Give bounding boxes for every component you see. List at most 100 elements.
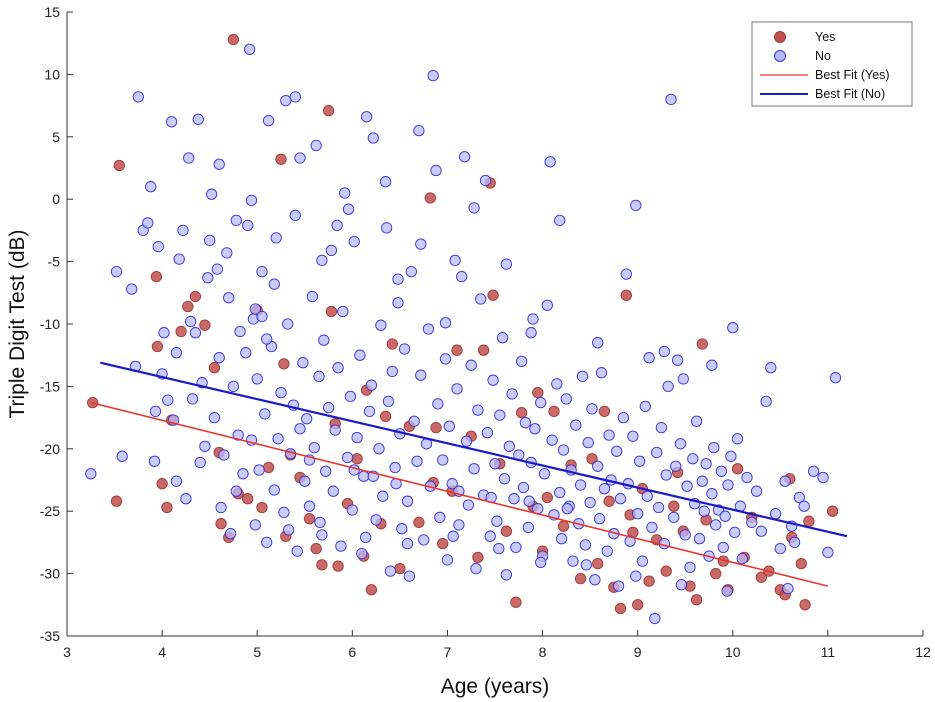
no-point bbox=[727, 322, 739, 334]
yes-point bbox=[598, 405, 611, 418]
yes-point bbox=[322, 104, 335, 117]
no-point bbox=[649, 612, 661, 625]
x-tick-label: 12 bbox=[915, 644, 931, 660]
no-point bbox=[708, 441, 720, 454]
no-point bbox=[430, 164, 442, 177]
no-point bbox=[170, 347, 183, 359]
no-point bbox=[641, 490, 653, 502]
yes-point bbox=[500, 525, 513, 537]
no-point bbox=[592, 337, 604, 349]
no-point bbox=[245, 194, 258, 207]
no-point bbox=[535, 556, 547, 569]
no-point bbox=[240, 347, 252, 359]
yes-point bbox=[424, 192, 436, 204]
yes-point bbox=[227, 33, 240, 46]
no-point bbox=[439, 353, 452, 365]
no-point bbox=[725, 450, 737, 462]
no-point bbox=[342, 203, 355, 215]
no-point bbox=[339, 187, 351, 199]
no-point bbox=[320, 465, 332, 477]
no-point bbox=[624, 535, 636, 547]
y-tick-label: 10 bbox=[44, 66, 60, 82]
no-point bbox=[367, 132, 379, 144]
no-point bbox=[484, 530, 496, 542]
no-point bbox=[489, 458, 501, 470]
no-point bbox=[793, 491, 806, 504]
no-point bbox=[491, 515, 503, 527]
no-point bbox=[85, 468, 97, 480]
yes-point bbox=[731, 463, 744, 475]
x-tick-label: 11 bbox=[821, 644, 836, 660]
no-point bbox=[557, 444, 570, 456]
no-point bbox=[636, 555, 649, 567]
no-point bbox=[173, 253, 185, 265]
no-point bbox=[721, 585, 733, 597]
no-point bbox=[282, 524, 295, 536]
x-tick-label: 5 bbox=[253, 644, 261, 660]
no-point bbox=[165, 116, 178, 128]
yes-point bbox=[215, 518, 227, 530]
no-point bbox=[674, 438, 687, 450]
no-point bbox=[523, 495, 535, 507]
yes-point bbox=[303, 513, 316, 525]
legend-fit-no-label: Best Fit (No) bbox=[815, 87, 885, 101]
no-point bbox=[332, 362, 344, 374]
no-point bbox=[422, 323, 435, 335]
yes-point bbox=[242, 493, 254, 505]
no-point bbox=[359, 531, 372, 544]
yes-point bbox=[379, 410, 392, 423]
no-point bbox=[392, 273, 404, 285]
no-point bbox=[586, 403, 598, 415]
no-point bbox=[498, 473, 511, 485]
no-point bbox=[675, 579, 688, 591]
no-point bbox=[148, 455, 161, 467]
no-point bbox=[289, 91, 301, 103]
no-point bbox=[538, 468, 551, 480]
no-point bbox=[560, 393, 572, 405]
no-point bbox=[555, 533, 568, 545]
no-point bbox=[589, 574, 601, 586]
no-point bbox=[603, 429, 615, 441]
no-point bbox=[382, 395, 395, 408]
no-point bbox=[601, 545, 613, 557]
no-point bbox=[479, 174, 492, 187]
no-point bbox=[670, 460, 682, 472]
no-point bbox=[405, 265, 417, 278]
no-point bbox=[481, 426, 494, 439]
no-point bbox=[230, 485, 242, 497]
no-point bbox=[570, 419, 582, 431]
yes-point bbox=[795, 557, 807, 570]
no-point bbox=[665, 93, 677, 106]
no-point bbox=[408, 415, 420, 427]
no-point bbox=[186, 393, 199, 405]
no-point bbox=[706, 359, 718, 371]
no-point bbox=[677, 373, 689, 385]
yes-point bbox=[325, 305, 338, 318]
no-point bbox=[282, 318, 294, 330]
no-point bbox=[280, 94, 292, 107]
yes-point bbox=[643, 575, 655, 587]
no-point bbox=[731, 433, 744, 445]
no-point bbox=[303, 500, 316, 512]
no-point bbox=[627, 430, 639, 442]
no-point bbox=[579, 539, 592, 551]
no-point bbox=[354, 349, 366, 361]
yes-point bbox=[365, 584, 378, 596]
data-points bbox=[85, 33, 842, 625]
yes-point bbox=[394, 562, 406, 575]
no-point bbox=[717, 541, 729, 554]
yes-point bbox=[413, 516, 425, 529]
no-point bbox=[684, 561, 696, 574]
no-point bbox=[576, 370, 589, 383]
no-point bbox=[194, 456, 206, 469]
no-point bbox=[177, 224, 189, 237]
no-point bbox=[630, 570, 642, 582]
no-point bbox=[396, 523, 408, 535]
no-point bbox=[392, 297, 404, 309]
no-point bbox=[561, 503, 573, 515]
yes-point bbox=[199, 319, 211, 331]
no-point bbox=[224, 528, 237, 540]
no-point bbox=[427, 69, 439, 82]
no-point bbox=[170, 475, 183, 487]
no-point bbox=[370, 514, 382, 526]
